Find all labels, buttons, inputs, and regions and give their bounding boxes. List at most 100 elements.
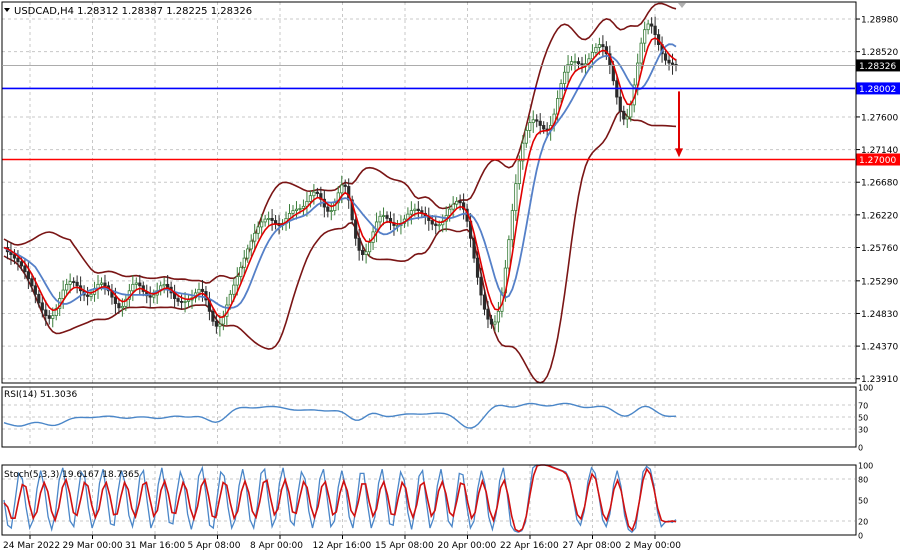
- candle-body: [47, 315, 51, 319]
- candle-body: [179, 301, 184, 303]
- time-tick-label: 22 Apr 16:00: [500, 541, 559, 551]
- candle-body: [479, 276, 483, 296]
- candle-body: [256, 226, 260, 234]
- moving-averages: [3, 37, 677, 319]
- candle-body: [667, 59, 671, 64]
- candle-body: [162, 283, 166, 287]
- candle-body: [134, 282, 138, 285]
- stoch-axis-label: 0: [858, 532, 863, 541]
- candle-body: [186, 299, 191, 302]
- candle-body: [120, 305, 124, 309]
- rsi-line: [3, 402, 677, 429]
- candle-body: [260, 221, 264, 228]
- candle-body: [451, 203, 455, 210]
- candle-body: [367, 242, 372, 253]
- candle-body: [85, 294, 90, 297]
- candle-body: [521, 142, 525, 162]
- candle-body: [475, 257, 480, 278]
- stoch-label: Stoch(5,3,3) 19.6167 18.7365: [4, 470, 139, 480]
- current-price-tag: [856, 59, 900, 72]
- level-price-label: 1.27000: [859, 156, 896, 166]
- candle-body: [670, 62, 675, 65]
- level-price-tag: [856, 153, 900, 166]
- rsi-axis-label: 0: [858, 444, 863, 453]
- candle-body: [124, 298, 128, 307]
- candle-body: [138, 282, 142, 287]
- ema-line: [3, 37, 677, 319]
- candle-body: [89, 293, 93, 297]
- bollinger-bands: [3, 2, 677, 384]
- symbol-info-label: USDCAD,H4 1.28312 1.28387 1.28225 1.2832…: [14, 6, 252, 17]
- candle-body: [72, 281, 76, 283]
- candle-body: [263, 218, 267, 223]
- candle-body: [75, 281, 79, 287]
- price-axis: 1.28980 1.28520 1.27600 1.27140 1.26680 1.262…: [2, 16, 900, 385]
- candle-body: [61, 289, 65, 299]
- stoch-axis-label: 100: [858, 462, 873, 471]
- price-tick-label: 1.24370: [861, 343, 898, 353]
- horizontal-levels[interactable]: 1.28002 1.27000: [2, 82, 900, 166]
- current-price-label: 1.28326: [859, 62, 896, 72]
- price-tick-label: 1.27600: [861, 113, 898, 123]
- candle-body: [232, 284, 236, 295]
- panel-frame: [1, 464, 857, 536]
- candle-body: [44, 309, 48, 316]
- time-tick-label: 2 May 00:00: [625, 541, 681, 551]
- price-tick-label: 1.24830: [861, 310, 898, 320]
- candle-body: [246, 248, 250, 259]
- candle-body: [315, 191, 319, 194]
- candle-body: [197, 288, 201, 294]
- candle-body: [301, 205, 306, 209]
- candle-body: [176, 298, 180, 302]
- candle-body: [650, 23, 654, 27]
- candle-body: [594, 47, 598, 53]
- candle-body: [566, 64, 570, 73]
- candle-body: [458, 200, 462, 204]
- panel-frame: [1, 386, 857, 448]
- candle-body: [510, 210, 514, 241]
- candle-body: [493, 321, 497, 325]
- candle-body: [496, 310, 501, 323]
- candle-body: [625, 116, 629, 120]
- candle-body: [629, 104, 633, 118]
- price-tick-label: 1.26220: [861, 211, 898, 221]
- candle-body: [33, 285, 37, 295]
- arrow-head: [675, 148, 683, 158]
- price-tick-label: 1.28980: [861, 16, 898, 26]
- time-tick-label: 20 Apr 00:00: [438, 541, 497, 551]
- stoch-axis-label: 20: [858, 518, 868, 527]
- sma-line: [3, 43, 677, 309]
- stoch-signal-line: [3, 464, 677, 533]
- stochastic-panel: 100 80 50 20 0: [2, 462, 873, 541]
- candle-body: [267, 217, 271, 220]
- candle-body: [166, 283, 170, 288]
- candle-body: [354, 219, 358, 239]
- candle-body: [455, 200, 459, 205]
- candle-body: [528, 122, 532, 131]
- level-price-label: 1.28002: [859, 85, 896, 95]
- time-tick-label: 24 Mar 2022: [3, 541, 60, 551]
- candle-body: [113, 296, 118, 304]
- price-tick-label: 1.25760: [861, 244, 898, 254]
- candle-body: [472, 237, 476, 259]
- candle-body: [242, 257, 246, 268]
- rsi-panel: 100 70 50 30 0: [2, 384, 873, 453]
- candle-body: [646, 23, 650, 31]
- candle-body: [326, 206, 330, 212]
- candle-body: [235, 276, 239, 286]
- candle-body: [99, 282, 104, 285]
- candle-body: [214, 320, 218, 327]
- candle-body: [40, 302, 44, 311]
- candle-body: [239, 266, 243, 277]
- candle-body: [148, 295, 152, 298]
- candle-body: [569, 61, 574, 65]
- candle-body: [68, 281, 72, 285]
- price-tick-label: 1.23910: [861, 375, 898, 385]
- candle-body: [329, 210, 333, 212]
- panel-frames: [1, 1, 857, 536]
- candle-body: [643, 29, 647, 44]
- candle-body: [482, 294, 487, 310]
- candle-body: [622, 110, 626, 120]
- symbol-menu-icon[interactable]: [4, 8, 10, 12]
